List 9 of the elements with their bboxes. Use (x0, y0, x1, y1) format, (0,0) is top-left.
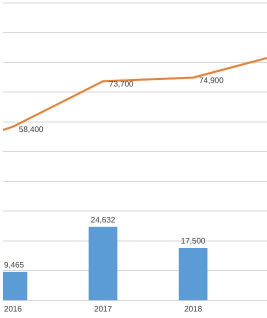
data-label: 74,900 (199, 76, 224, 85)
data-label: 73,700 (109, 79, 134, 88)
data-label: 58,400 (18, 124, 44, 134)
data-label: 17,500 (180, 236, 206, 246)
x-tick-label: 2018 (184, 304, 203, 314)
data-label: 9,465 (4, 260, 25, 270)
data-label: 24,632 (90, 215, 116, 224)
x-tick-label: 2016 (4, 304, 22, 314)
x-tick-label: 2017 (94, 304, 112, 314)
